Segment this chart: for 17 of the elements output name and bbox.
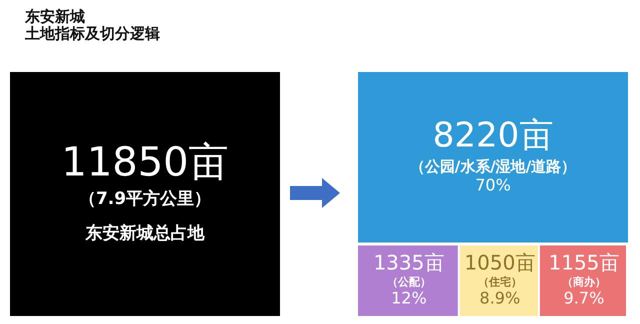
data-label: 1155亩 xyxy=(548,250,620,275)
category-label: （商办） xyxy=(562,276,606,289)
category-label: （住宅） xyxy=(478,276,522,289)
category-label: （公配） xyxy=(386,276,431,289)
text: 东安新城 xyxy=(24,8,85,26)
category-label: （公园/水系/湿地/道路） xyxy=(410,158,576,176)
data-label: 1050亩 xyxy=(464,250,536,275)
text: 70% xyxy=(475,176,511,195)
data-label: 8220亩 xyxy=(432,115,554,156)
text: 12% xyxy=(391,288,427,308)
text: （7.9平方公里） xyxy=(78,189,212,210)
category-label: 东安新城总占地 xyxy=(84,224,206,244)
text: 8.9% xyxy=(480,288,520,308)
text: 土地指标及切分逻辑 xyxy=(24,24,160,42)
data-label: 11850亩 xyxy=(61,140,229,186)
data-label: 1335亩 xyxy=(373,250,444,275)
text: 9.7% xyxy=(564,288,604,308)
